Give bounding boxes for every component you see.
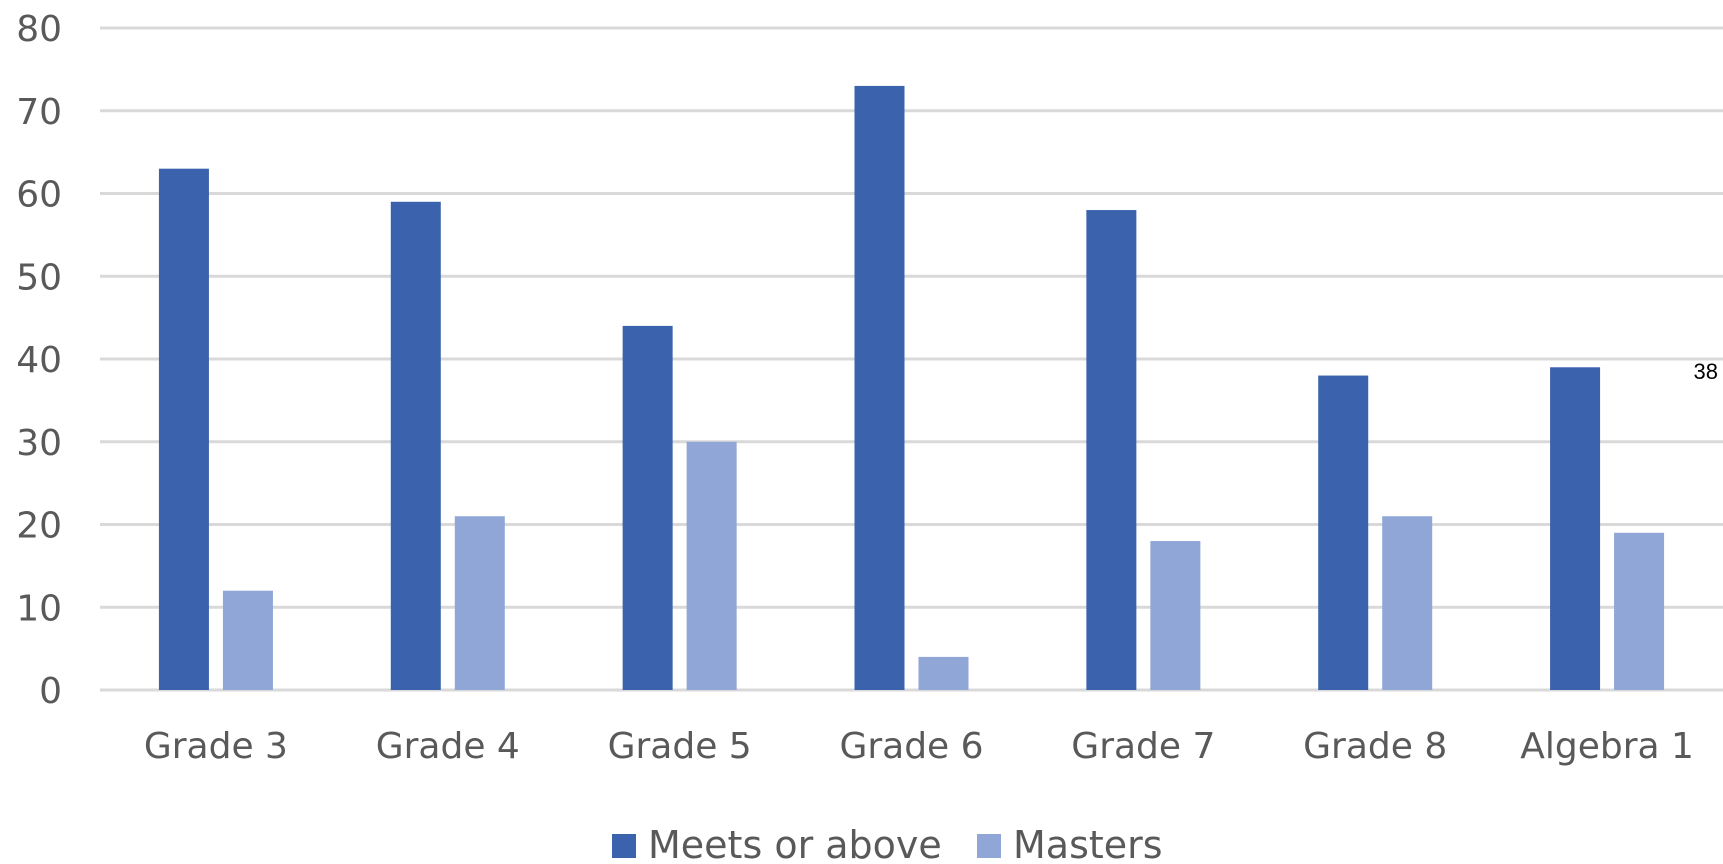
x-category-label: Algebra 1 [1520, 726, 1694, 767]
y-tick-label: 60 [16, 175, 62, 216]
legend-label: Masters [1013, 823, 1163, 864]
x-category-label: Grade 3 [144, 726, 288, 767]
x-category-label: Grade 4 [376, 726, 520, 767]
bar-masters [1382, 516, 1433, 690]
bar-masters [1614, 532, 1665, 690]
y-tick-label: 20 [16, 506, 62, 547]
y-tick-label: 40 [16, 340, 62, 381]
legend-swatch [977, 834, 1001, 858]
annotation-label: 38 [1694, 359, 1718, 384]
bar-meets-or-above [390, 201, 441, 690]
bar-meets-or-above [158, 168, 209, 691]
gridlines [100, 26, 1723, 692]
bar-masters [222, 590, 273, 690]
bars [158, 85, 1665, 691]
x-category-label: Grade 6 [839, 726, 983, 767]
bar-masters [1150, 541, 1201, 690]
bar-masters [454, 516, 505, 690]
bar-meets-or-above [622, 325, 673, 690]
x-category-label: Grade 5 [608, 726, 752, 767]
legend-swatch [612, 834, 636, 858]
legend: Meets or above Masters [612, 823, 1163, 864]
bar-meets-or-above [1318, 375, 1369, 690]
y-tick-label: 30 [16, 423, 62, 464]
y-tick-label: 80 [16, 9, 62, 50]
bar-masters [918, 656, 969, 690]
y-tick-label: 50 [16, 257, 62, 298]
x-category-label: Grade 7 [1071, 726, 1215, 767]
bar-meets-or-above [1550, 367, 1601, 690]
y-axis-ticks: 0 10 20 30 40 50 60 70 80 [16, 9, 62, 712]
y-tick-label: 0 [39, 671, 62, 712]
bar-masters [686, 441, 737, 690]
x-category-label: Grade 8 [1303, 726, 1447, 767]
bar-meets-or-above [1086, 210, 1137, 691]
bar-meets-or-above [854, 85, 905, 691]
legend-label: Meets or above [648, 823, 942, 864]
x-axis-categories: Grade 3 Grade 4 Grade 5 Grade 6 Grade 7 Grade… [144, 726, 1694, 767]
y-tick-label: 10 [16, 588, 62, 629]
y-tick-label: 70 [16, 92, 62, 133]
